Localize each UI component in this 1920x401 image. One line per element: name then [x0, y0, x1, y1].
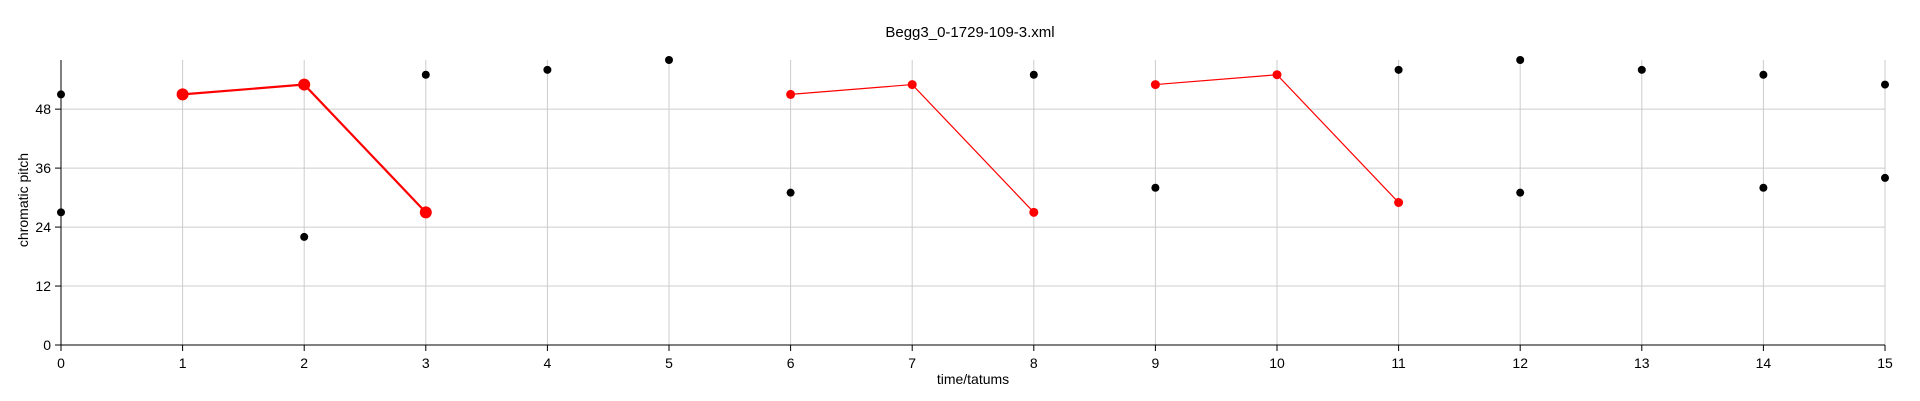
- highlight-point: [1150, 80, 1160, 90]
- highlight-point: [419, 206, 432, 219]
- note-point: [1881, 173, 1889, 182]
- note-point: [57, 90, 65, 99]
- y-tick-label: 12: [35, 278, 51, 294]
- x-tick-label: 13: [1634, 355, 1650, 371]
- chart-title: Begg3_0-1729-109-3.xml: [885, 24, 1054, 41]
- highlight-point: [298, 78, 311, 91]
- x-tick-label: 7: [908, 355, 916, 371]
- x-tick-label: 8: [1030, 355, 1038, 371]
- x-tick-label: 9: [1152, 355, 1160, 371]
- x-tick-label: 0: [57, 355, 65, 371]
- note-point: [300, 232, 309, 241]
- note-point: [1881, 80, 1889, 89]
- highlight-point: [176, 88, 189, 101]
- note-point: [1637, 65, 1646, 74]
- x-tick-label: 2: [300, 355, 308, 371]
- note-point: [1759, 183, 1768, 192]
- note-point: [1516, 56, 1525, 64]
- y-axis-label: chromatic pitch: [15, 153, 31, 247]
- highlight-point: [1029, 207, 1039, 217]
- y-tick-label: 24: [35, 219, 51, 235]
- note-point: [1516, 188, 1525, 197]
- axes: [55, 60, 1886, 351]
- x-tick-label: 1: [179, 355, 187, 371]
- note-point: [1151, 183, 1160, 192]
- x-tick-label: 11: [1391, 355, 1406, 371]
- x-axis-label: time/tatums: [937, 371, 1009, 387]
- y-tick-label: 48: [35, 101, 51, 117]
- y-tick-label: 0: [43, 337, 51, 353]
- note-points: [57, 56, 1889, 241]
- x-tick-label: 14: [1756, 355, 1772, 371]
- x-tick-label: 10: [1269, 355, 1285, 371]
- highlighted-series: [176, 70, 1404, 219]
- highlight-point: [786, 89, 796, 99]
- highlight-point: [1394, 198, 1404, 207]
- highlight-point: [1272, 70, 1282, 80]
- x-tick-label: 3: [422, 355, 430, 371]
- x-tick-label: 6: [787, 355, 795, 371]
- highlight-point: [907, 80, 917, 90]
- note-point: [57, 208, 65, 217]
- note-point: [665, 56, 673, 64]
- note-point: [1029, 70, 1038, 79]
- y-tick-label: 36: [35, 160, 51, 176]
- x-tick-label: 12: [1512, 355, 1528, 371]
- note-point: [421, 70, 430, 79]
- note-point: [1394, 65, 1403, 74]
- x-tick-label: 15: [1877, 355, 1893, 371]
- x-tick-label: 4: [544, 355, 552, 371]
- note-point: [543, 65, 552, 74]
- grid-lines: [61, 60, 1886, 345]
- note-point: [1759, 70, 1768, 79]
- note-point: [786, 188, 795, 197]
- x-tick-label: 5: [665, 355, 673, 371]
